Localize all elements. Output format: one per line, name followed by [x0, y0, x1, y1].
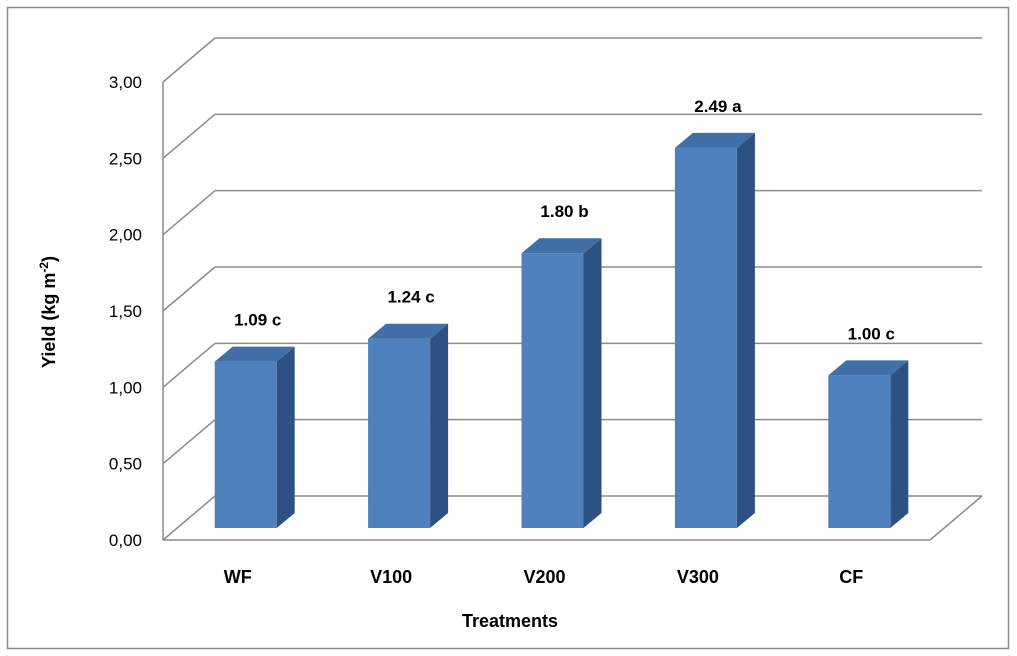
bar	[368, 323, 449, 528]
y-tick-label: 1,00	[109, 378, 142, 397]
bar-side	[276, 346, 295, 528]
bar-top	[368, 323, 449, 339]
gridline-diagonal	[162, 495, 216, 541]
bar-side	[736, 132, 755, 529]
bar-side	[890, 360, 909, 528]
bar-front	[521, 253, 584, 528]
y-axis-title: Yield (kg m-2)	[37, 256, 59, 368]
bar	[521, 238, 602, 528]
y-tick-label: 3,00	[109, 73, 142, 92]
data-label: 2.49 a	[694, 97, 742, 116]
y-axis-title-main: Yield (kg m	[39, 273, 59, 368]
bar-top	[674, 132, 755, 148]
y-tick-label: 0,00	[109, 531, 142, 550]
gridline-diagonal	[162, 37, 216, 83]
x-tick-label: V200	[523, 567, 565, 587]
bar-front	[214, 361, 277, 528]
y-tick-label: 1,50	[109, 302, 142, 321]
x-axis-title: Treatments	[462, 611, 558, 631]
bar-front	[674, 147, 737, 529]
floor-right-edge	[929, 495, 983, 541]
gridline-diagonal	[162, 113, 216, 159]
bar-front	[828, 375, 891, 528]
x-tick-label: V300	[677, 567, 719, 587]
gridline-diagonal	[162, 266, 216, 312]
bar-side	[430, 323, 449, 528]
data-label: 1.80 b	[540, 202, 588, 221]
x-tick-label: WF	[224, 567, 252, 587]
bar-front	[368, 338, 431, 528]
data-label: 1.00 c	[848, 324, 895, 343]
bar-top	[521, 238, 602, 254]
x-tick-labels: WF V100 V200 V300 CF	[224, 567, 864, 587]
x-tick-label: V100	[370, 567, 412, 587]
y-axis-title-end: )	[39, 256, 59, 262]
data-label: 1.24 c	[387, 288, 434, 307]
y-tick-labels: 0,00 0,50 1,00 1,50 2,00 2,50 3,00	[109, 73, 142, 550]
data-labels: 1.09 c 1.24 c 1.80 b 2.49 a 1.00 c	[234, 97, 895, 343]
y-tick-label: 2,00	[109, 226, 142, 245]
y-tick-label: 2,50	[109, 149, 142, 168]
bar	[828, 360, 909, 528]
y-axis-title-superscript: -2	[37, 262, 51, 273]
bar-top	[214, 346, 295, 362]
data-label: 1.09 c	[234, 311, 281, 330]
bar	[214, 346, 295, 528]
gridline-diagonal	[162, 419, 216, 465]
bar	[674, 132, 755, 529]
bars	[214, 132, 909, 529]
bar-top	[828, 360, 909, 376]
bar-side	[583, 238, 602, 528]
x-tick-label: CF	[839, 567, 863, 587]
gridline-diagonal	[162, 342, 216, 388]
gridline-diagonal	[162, 190, 216, 236]
y-tick-label: 0,50	[109, 455, 142, 474]
